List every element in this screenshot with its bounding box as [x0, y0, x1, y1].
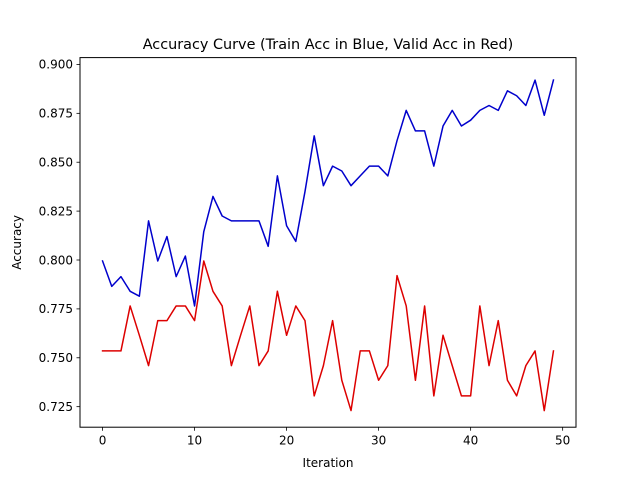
x-tick-label: 30 [371, 434, 386, 448]
y-tick-label: 0.900 [39, 58, 73, 72]
y-axis: 0.725 0.750 0.775 0.800 0.825 0.850 0.875 0.900 [39, 58, 80, 414]
series-line-1 [101, 260, 555, 412]
y-tick-label: 0.750 [39, 351, 73, 365]
plot-frame [79, 57, 577, 428]
series-line-0 [101, 79, 555, 307]
y-tick-label: 0.875 [39, 107, 73, 121]
y-tick-label: 0.800 [39, 253, 73, 267]
x-tick-label: 10 [187, 434, 202, 448]
y-tick-label: 0.825 [39, 204, 73, 218]
x-axis-title: Iteration [303, 456, 354, 470]
y-tick-label: 0.775 [39, 302, 73, 316]
y-tick-label: 0.850 [39, 156, 73, 170]
x-tick-label: 50 [555, 434, 570, 448]
y-axis-title: Accuracy [10, 215, 24, 270]
series-layer [101, 79, 555, 412]
x-tick-label: 0 [99, 434, 107, 448]
chart-title: Accuracy Curve (Train Acc in Blue, Valid… [143, 37, 514, 53]
y-tick-label: 0.725 [39, 400, 73, 414]
x-axis: 0 10 20 30 40 50 [99, 427, 570, 448]
x-tick-label: 20 [279, 434, 294, 448]
x-tick-label: 40 [463, 434, 478, 448]
